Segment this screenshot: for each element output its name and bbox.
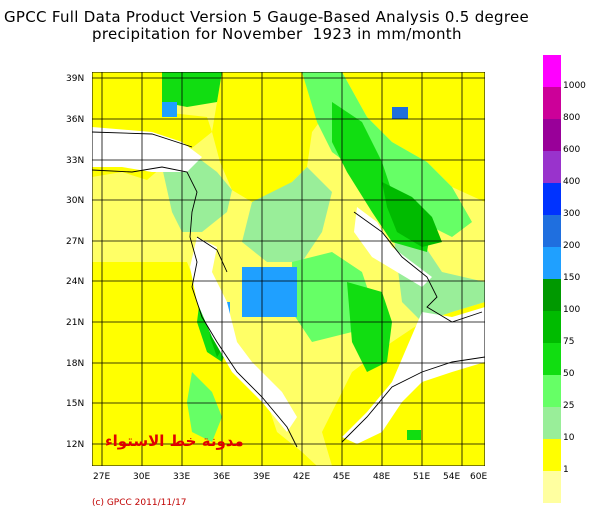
legend-swatch (543, 375, 561, 407)
lon-tick: 45E (333, 472, 351, 482)
sea-arabian (342, 307, 485, 444)
legend-label: 800 (563, 113, 581, 123)
legend-swatch (543, 119, 561, 151)
legend-label: 600 (563, 145, 581, 155)
lat-tick: 36N (66, 115, 85, 125)
legend-label: 100 (563, 305, 581, 315)
region-blue-4 (392, 107, 408, 119)
legend-swatch (543, 55, 561, 87)
legend-label: 300 (563, 209, 581, 219)
legend-swatch (543, 311, 561, 343)
lon-tick: 51E (413, 472, 431, 482)
legend-swatch (543, 215, 561, 247)
legend-swatch (543, 247, 561, 279)
lat-tick: 33N (66, 156, 85, 166)
watermark-text: مدونة خط الاستواء (105, 432, 244, 450)
region-mid-green (162, 72, 432, 372)
sea-red-sea (190, 237, 297, 432)
lat-tick: 15N (66, 399, 85, 409)
legend-label: 1 (563, 465, 569, 475)
lon-tick: 54E (443, 472, 461, 482)
coastline (92, 131, 485, 448)
title-line-1: GPCC Full Data Product Version 5 Gauge-B… (4, 8, 530, 26)
grid-lines (92, 72, 485, 466)
legend-swatch (543, 439, 561, 471)
precipitation-map (92, 72, 485, 466)
lon-tick: 42E (293, 472, 311, 482)
legend-label: 50 (563, 369, 575, 379)
legend-swatch (543, 183, 561, 215)
legend-swatch (543, 471, 561, 503)
lat-tick: 12N (66, 440, 85, 450)
lon-tick: 60E (470, 472, 488, 482)
lat-tick: 30N (66, 196, 85, 206)
legend-swatch (543, 87, 561, 119)
region-yellow (92, 72, 485, 466)
lon-tick: 27E (93, 472, 111, 482)
legend-swatch (543, 407, 561, 439)
region-island (407, 430, 421, 440)
lat-tick: 24N (66, 277, 85, 287)
lon-tick: 48E (373, 472, 391, 482)
legend-label: 150 (563, 273, 581, 283)
credit-text: (c) GPCC 2011/11/17 (92, 498, 187, 508)
title-line-2: precipitation for November 1923 in mm/mo… (92, 25, 462, 43)
lon-tick: 39E (253, 472, 271, 482)
legend-swatch (543, 151, 561, 183)
legend-label: 400 (563, 177, 581, 187)
lat-tick: 39N (66, 74, 85, 84)
legend-label: 75 (563, 337, 575, 347)
legend-label: 25 (563, 401, 575, 411)
sea-gulf (354, 207, 432, 287)
lat-tick: 27N (66, 237, 85, 247)
legend-label: 10 (563, 433, 575, 443)
region-green (187, 72, 472, 442)
lon-tick: 33E (173, 472, 191, 482)
legend-swatch (543, 343, 561, 375)
legend-label: 200 (563, 241, 581, 251)
lat-tick: 21N (66, 318, 85, 328)
region-blue-1 (242, 267, 297, 317)
legend-swatch (543, 279, 561, 311)
lon-tick: 36E (213, 472, 231, 482)
lon-tick: 30E (133, 472, 151, 482)
sea-mediterranean (92, 127, 202, 172)
legend-label: 1000 (563, 81, 586, 91)
lat-tick: 18N (66, 359, 85, 369)
region-blue-3 (162, 102, 177, 117)
